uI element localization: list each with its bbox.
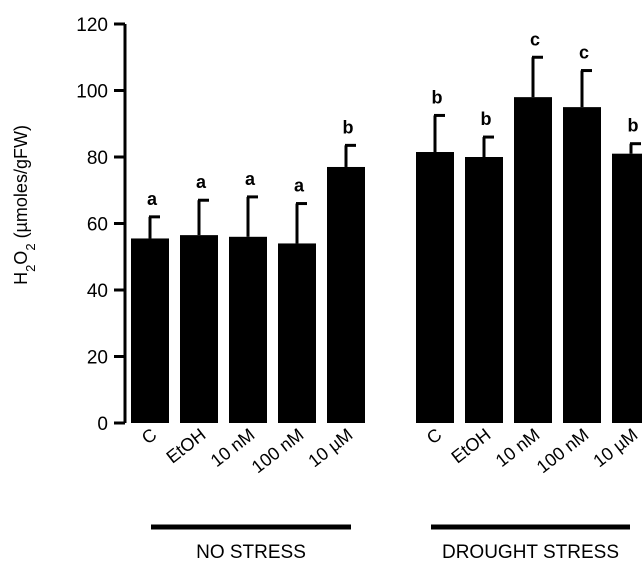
bar-g1-2 [514, 97, 552, 424]
significance-label-g1-4: b [628, 116, 639, 136]
category-label-g0-4: 10 µM [304, 424, 356, 471]
significance-label-g1-3: c [579, 43, 589, 63]
axes: 0 20 40 60 80 100 120 [76, 15, 127, 435]
bars [131, 55, 642, 424]
y-axis-title-o: O [11, 251, 31, 265]
bar-g0-2 [229, 236, 267, 423]
bar-g1-4 [612, 153, 642, 424]
bar-g0-4 [327, 166, 365, 423]
y-tick-label-5: 100 [76, 82, 108, 103]
y-axis-title-unit: (µmoles/gFW) [11, 125, 31, 243]
bar-g0-1 [180, 235, 218, 423]
y-axis-title-sub1: 2 [23, 265, 38, 272]
y-axis-title-sub2: 2 [23, 243, 38, 250]
category-label-g0-3: 100 nM [248, 424, 308, 477]
significance-label-g0-2: a [245, 169, 256, 189]
category-label-g1-4: 10 µM [589, 424, 641, 471]
bar-g1-3 [563, 107, 601, 423]
group-label-0: NO STRESS [196, 542, 306, 562]
category-label-g1-0: C [423, 424, 446, 448]
bar-g1-1 [465, 157, 503, 423]
significance-label-g1-2: c [530, 29, 540, 49]
y-tick-label-4: 80 [87, 148, 108, 169]
significance-label-g0-4: b [343, 117, 354, 137]
group-line-1 [431, 524, 630, 530]
y-tick-label-1: 20 [87, 348, 108, 369]
significance-label-g1-1: b [481, 109, 492, 129]
significance-label-g1-0: b [432, 87, 443, 107]
significance-label-g0-1: a [196, 172, 207, 192]
svg-text:H2O2 (µmoles/gFW): H2O2 (µmoles/gFW) [11, 125, 38, 285]
group-line-0 [151, 524, 351, 530]
group-label-1: DROUGHT STRESS [442, 542, 619, 562]
category-label-g1-1: EtOH [447, 424, 494, 467]
significance-label-g0-3: a [294, 176, 305, 196]
bar-g0-3 [278, 243, 316, 423]
bar-g0-0 [131, 238, 169, 423]
category-label-g0-1: EtOH [162, 424, 209, 467]
bar-g1-0 [416, 152, 454, 423]
y-tick-label-2: 40 [87, 281, 108, 302]
y-tick-label-3: 60 [87, 215, 108, 236]
significance-label-g0-0: a [147, 189, 158, 209]
y-axis-title-h: H [11, 272, 31, 285]
category-label-g0-0: C [138, 424, 161, 448]
category-label-g1-3: 100 nM [533, 424, 593, 477]
y-tick-label-6: 120 [76, 15, 108, 36]
y-axis-title: H2O2 (µmoles/gFW) [11, 125, 38, 285]
y-tick-label-0: 0 [97, 414, 108, 435]
